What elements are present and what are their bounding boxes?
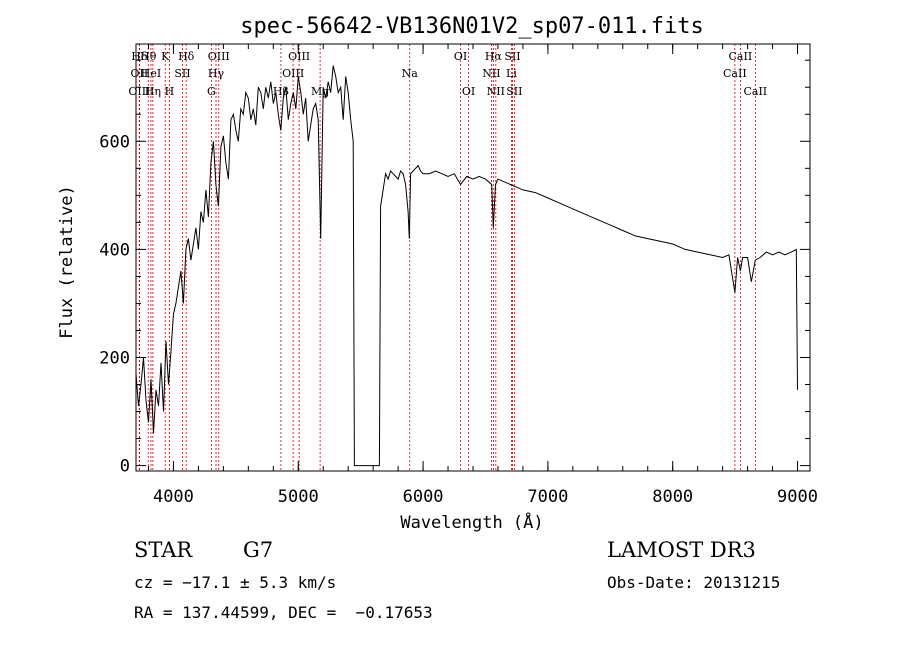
marker-label: Na xyxy=(402,67,419,80)
marker-label: OII xyxy=(131,67,149,80)
y-tick-label: 400 xyxy=(99,240,130,260)
marker-label: NII xyxy=(487,85,505,98)
object-subclass: G7 xyxy=(243,538,274,562)
y-tick-label: 200 xyxy=(99,348,130,368)
y-tick-label: 0 xyxy=(120,457,130,477)
marker-label: Hδ xyxy=(131,50,148,63)
y-axis-label: Flux (relative) xyxy=(57,185,77,339)
marker-label: OI xyxy=(454,50,467,63)
x-tick-label: 9000 xyxy=(777,487,818,507)
marker-label: Hη xyxy=(145,85,161,98)
object-class: STAR xyxy=(134,538,193,562)
line-marker-labels: Hδ OII OIII Hθ HeI Hη K H SII Hδ G Hγ OIII Hβ OIII OIII… xyxy=(128,50,767,98)
marker-label: OIII xyxy=(208,50,230,63)
marker-label: OIII xyxy=(288,50,310,63)
marker-label: OI xyxy=(462,85,475,98)
marker-label: OIII xyxy=(282,67,304,80)
spectrum-line xyxy=(135,65,798,467)
x-tick-label: 5000 xyxy=(278,487,319,507)
marker-label: Li xyxy=(506,67,517,80)
chart-title: spec-56642-VB136N01V2_sp07-011.fits xyxy=(240,14,704,39)
line-markers xyxy=(138,44,756,471)
marker-label: Hθ xyxy=(140,50,157,63)
x-tick-label: 6000 xyxy=(403,487,444,507)
x-tick-label: 4000 xyxy=(153,487,194,507)
marker-label: Hα xyxy=(485,50,503,63)
marker-label: CaII xyxy=(729,50,753,63)
marker-label: Hβ xyxy=(273,85,289,98)
redshift-cz: cz = −17.1 ± 5.3 km/s xyxy=(134,573,337,592)
y-tick-label: 600 xyxy=(99,132,130,152)
y-axis-ticks: 0 200 400 600 xyxy=(99,59,810,477)
marker-label: CaII xyxy=(743,85,767,98)
marker-label: SII xyxy=(174,67,190,80)
plot-frame xyxy=(135,43,811,472)
marker-label: HeI xyxy=(141,67,161,80)
x-axis-label: Wavelength (Å) xyxy=(400,511,543,533)
marker-label: NII xyxy=(482,67,500,80)
marker-label: Hγ xyxy=(208,67,225,80)
marker-label: SII xyxy=(504,50,520,63)
marker-label: G xyxy=(207,85,216,98)
marker-label: SII xyxy=(506,85,522,98)
coordinates: RA = 137.44599, DEC = −0.17653 xyxy=(134,603,433,622)
x-axis-ticks: 4000 5000 6000 7000 8000 9000 xyxy=(147,44,818,507)
marker-label: CaII xyxy=(723,67,747,80)
marker-label: H xyxy=(165,85,175,98)
observation-date: Obs-Date: 20131215 xyxy=(607,573,781,592)
marker-label: Hδ xyxy=(178,50,195,63)
x-tick-label: 8000 xyxy=(652,487,693,507)
survey-name: LAMOST DR3 xyxy=(607,538,756,562)
x-tick-label: 7000 xyxy=(527,487,568,507)
marker-label: K xyxy=(161,50,170,63)
marker-label: OIII xyxy=(128,85,150,98)
